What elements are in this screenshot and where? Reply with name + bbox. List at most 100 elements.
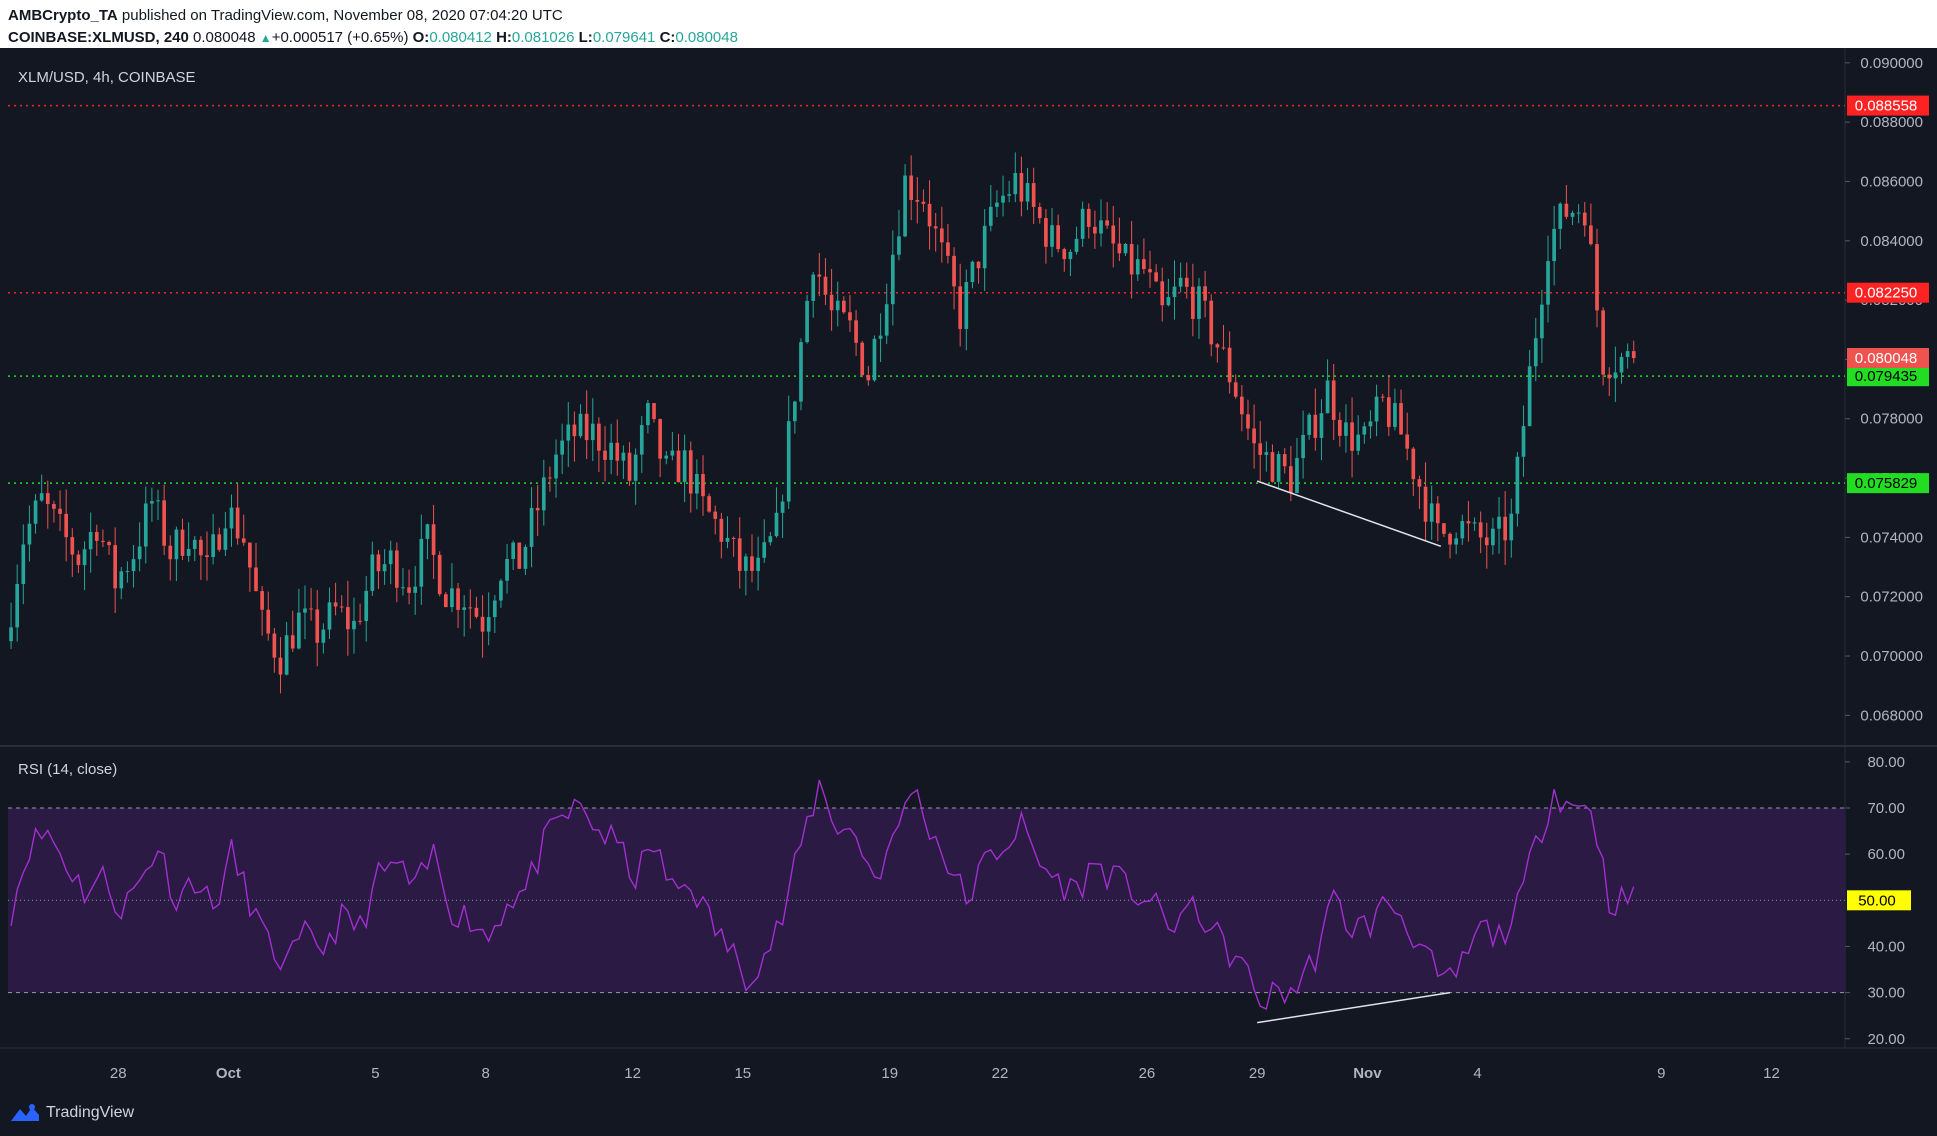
- candle: [1576, 204, 1581, 224]
- candle-body: [437, 554, 442, 595]
- candle-body: [137, 546, 142, 560]
- candle: [1533, 317, 1538, 382]
- candle-body: [805, 300, 809, 343]
- candle-body: [670, 450, 675, 456]
- candle-body: [1319, 413, 1324, 438]
- candle: [52, 500, 56, 523]
- candle-body: [1368, 421, 1373, 427]
- candle: [107, 540, 111, 555]
- time-axis-tick-8: 26: [1139, 1065, 1156, 1082]
- candle: [315, 590, 320, 667]
- candle-body: [1472, 522, 1477, 524]
- candle-body: [995, 202, 999, 207]
- candle: [903, 164, 907, 238]
- candle-body: [1423, 486, 1428, 522]
- candle-body: [1442, 523, 1446, 534]
- candle: [1491, 517, 1495, 555]
- candle-body: [499, 580, 503, 601]
- candle: [401, 567, 405, 596]
- candle: [554, 439, 558, 498]
- candle: [407, 569, 411, 605]
- candle: [1037, 202, 1042, 224]
- candles-group: [9, 152, 1636, 694]
- price-axis-tick-1: 0.088000: [1860, 114, 1923, 131]
- candle: [835, 281, 840, 327]
- candle-body: [854, 320, 858, 343]
- candle: [309, 588, 313, 621]
- candle-body: [823, 276, 828, 295]
- candle: [39, 474, 44, 502]
- candle-body: [1454, 538, 1459, 545]
- candle: [1435, 496, 1440, 542]
- candle: [70, 528, 75, 577]
- candle-body: [1350, 422, 1354, 451]
- candle-body: [401, 587, 405, 589]
- candle: [499, 578, 503, 608]
- candle: [94, 524, 99, 556]
- candle: [1068, 249, 1073, 277]
- candle-body: [1301, 434, 1305, 459]
- candle-body: [70, 537, 75, 555]
- candle-body: [272, 633, 277, 658]
- candle: [1135, 244, 1140, 281]
- candle-body: [584, 413, 589, 441]
- candle-body: [1558, 203, 1563, 229]
- candle: [1515, 451, 1520, 527]
- candle: [1442, 523, 1446, 538]
- candle: [1595, 228, 1599, 328]
- price-axis-tick-3: 0.084000: [1860, 233, 1923, 250]
- candle: [1001, 175, 1005, 217]
- rsi-axis-tick-5: 20.00: [1867, 1031, 1905, 1048]
- last-price: 0.080048: [193, 29, 256, 46]
- candle-body: [107, 541, 111, 546]
- candle: [1448, 532, 1452, 559]
- candle: [1325, 359, 1330, 414]
- candle: [939, 206, 944, 263]
- candle-body: [254, 567, 258, 592]
- candle: [1227, 331, 1232, 394]
- candle-body: [235, 507, 240, 539]
- candle: [1380, 393, 1385, 402]
- level-label-bg-0: [1847, 95, 1929, 116]
- candle: [884, 283, 889, 345]
- level-label-3: 0.075829: [1855, 475, 1918, 492]
- candle-body: [1037, 206, 1042, 219]
- candle-body: [101, 540, 105, 542]
- candle-body: [223, 528, 228, 550]
- candle: [1123, 242, 1128, 257]
- price-axis-tick-10: 0.070000: [1860, 648, 1923, 665]
- candle-body: [1093, 226, 1097, 234]
- candle: [584, 390, 589, 460]
- candle-body: [952, 255, 956, 287]
- candle: [1552, 205, 1556, 286]
- candle: [633, 448, 638, 505]
- candle-body: [590, 423, 595, 441]
- publisher-name[interactable]: AMBCrypto_TA: [8, 7, 118, 24]
- candle-body: [1031, 183, 1036, 207]
- candle-body: [492, 600, 497, 618]
- candle-body: [835, 300, 840, 311]
- candle-body: [682, 450, 687, 483]
- candle-body: [866, 375, 871, 381]
- candle: [358, 603, 362, 625]
- candle-body: [658, 419, 662, 459]
- candle: [841, 296, 846, 314]
- tradingview-brand[interactable]: TradingView: [10, 1103, 134, 1123]
- candle-body: [241, 538, 246, 543]
- candle: [817, 252, 822, 297]
- up-arrow-icon: ▲: [259, 31, 272, 45]
- candle: [566, 401, 571, 467]
- candle-body: [205, 555, 209, 558]
- candle-body: [560, 440, 564, 455]
- chart-canvas[interactable]: 0.0900000.0880000.0860000.0840000.082000…: [0, 48, 1937, 1095]
- candle-body: [958, 286, 963, 329]
- candle: [988, 185, 993, 232]
- candle-body: [627, 452, 632, 481]
- candle-body: [676, 450, 681, 483]
- candle-body: [1576, 212, 1581, 214]
- candle: [909, 155, 914, 221]
- candle-body: [1105, 220, 1109, 226]
- candle: [927, 180, 932, 250]
- time-axis-tick-13: 12: [1763, 1065, 1780, 1082]
- candle: [1582, 201, 1587, 237]
